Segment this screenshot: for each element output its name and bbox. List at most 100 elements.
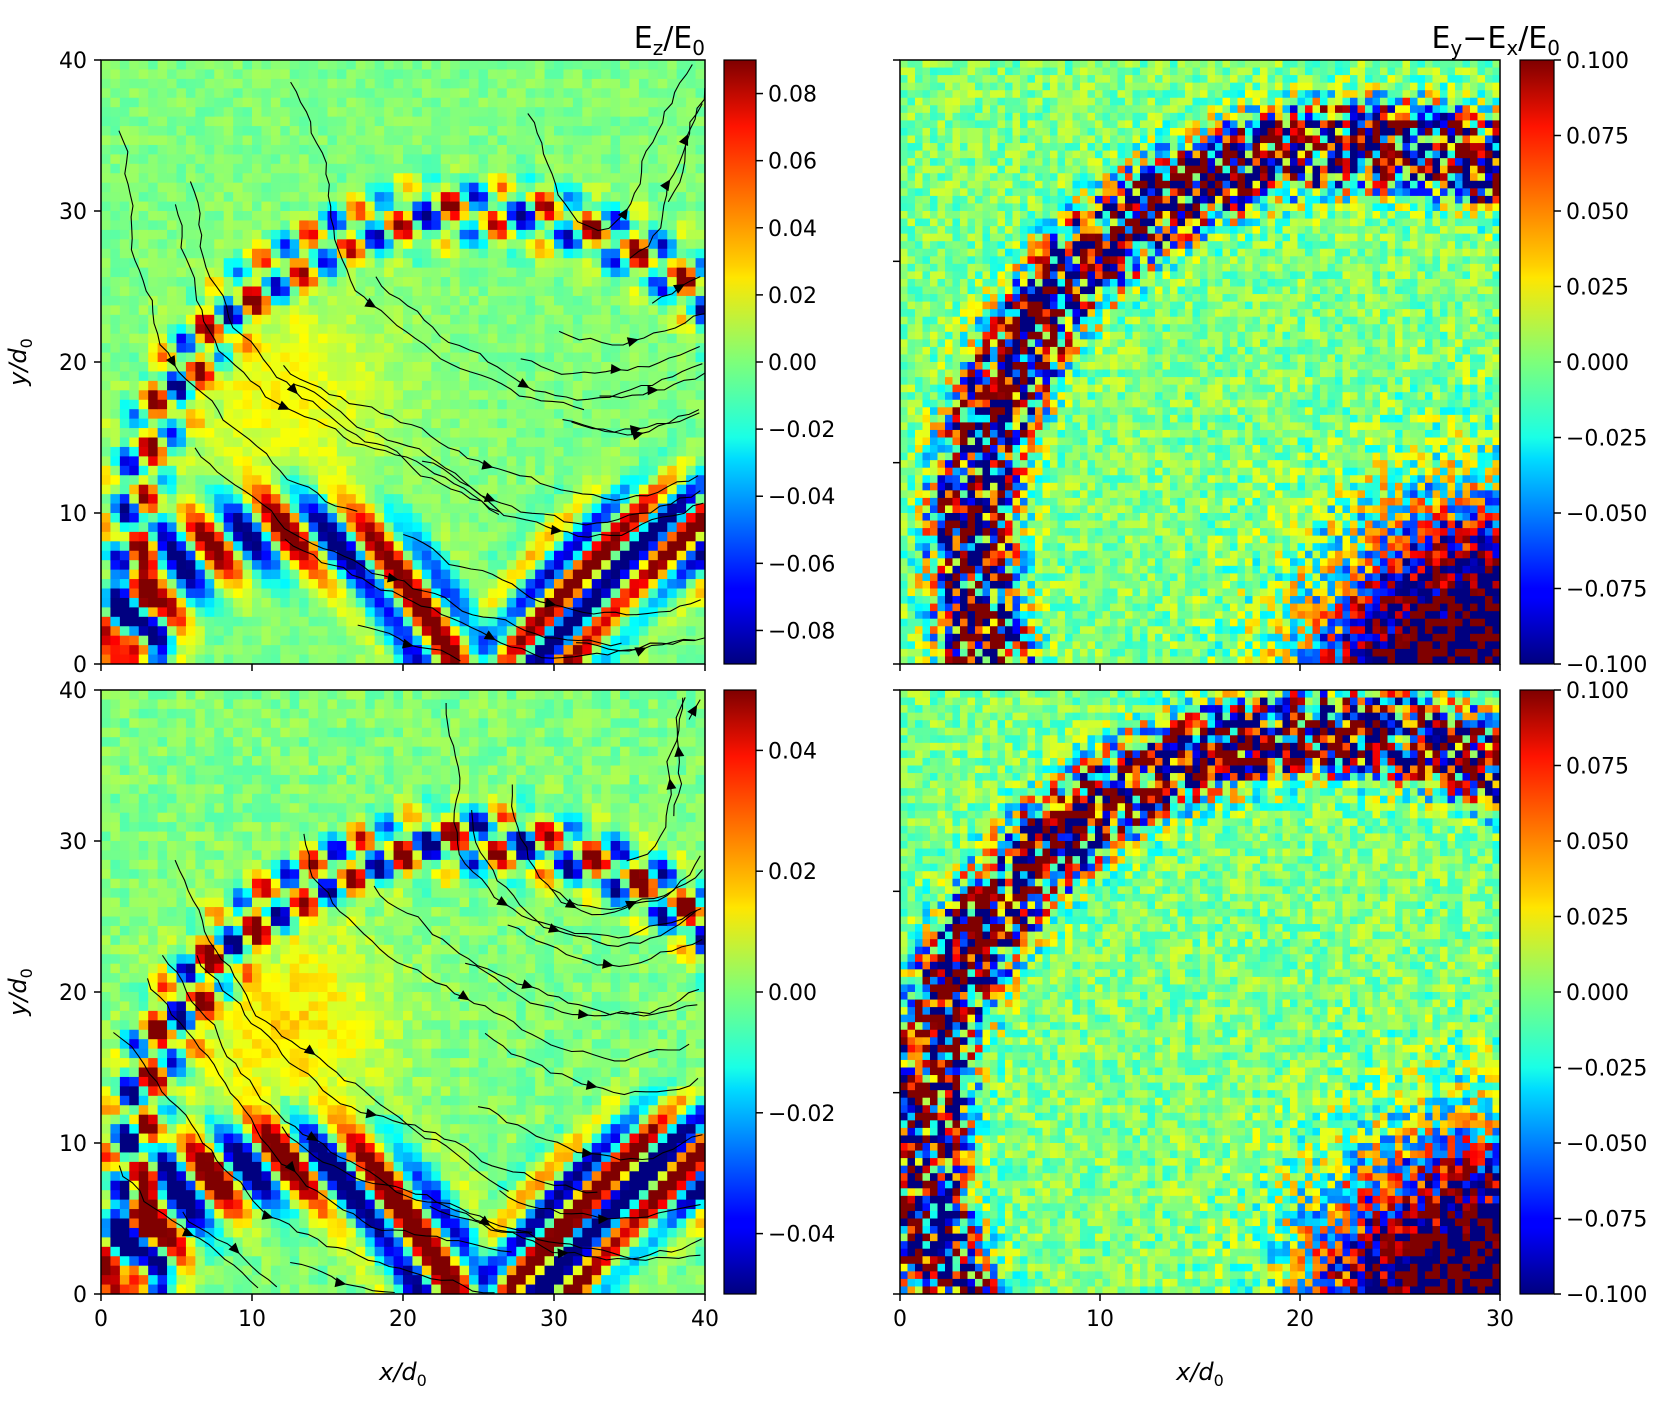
- heatmap-cell: [384, 314, 395, 325]
- heatmap-cell: [346, 428, 357, 439]
- heatmap-cell: [900, 150, 909, 159]
- heatmap-cell: [252, 635, 263, 646]
- heatmap-cell: [907, 309, 916, 318]
- heatmap-cell: [374, 97, 385, 108]
- heatmap-cell: [214, 456, 225, 467]
- heatmap-cell: [554, 409, 565, 420]
- heatmap-cell: [478, 258, 489, 269]
- heatmap-cell: [459, 88, 470, 99]
- heatmap-cell: [270, 239, 281, 250]
- heatmap-cell: [478, 362, 489, 373]
- heatmap-cell: [554, 550, 565, 561]
- heatmap-cell: [516, 248, 527, 259]
- heatmap-cell: [280, 267, 291, 278]
- heatmap-cell: [346, 69, 357, 80]
- heatmap-cell: [412, 579, 423, 590]
- heatmap-cell: [487, 182, 498, 193]
- heatmap-cell: [252, 626, 263, 637]
- heatmap-cell: [907, 596, 916, 605]
- heatmap-cell: [167, 211, 178, 222]
- heatmap-cell: [544, 560, 555, 571]
- heatmap-cell: [591, 333, 602, 344]
- heatmap-cell: [167, 135, 178, 146]
- heatmap-cell: [185, 352, 196, 363]
- heatmap-cell: [907, 354, 916, 363]
- heatmap-cell: [930, 301, 939, 310]
- heatmap-cell: [469, 588, 480, 599]
- heatmap-cell: [478, 267, 489, 278]
- heatmap-cell: [554, 475, 565, 486]
- heatmap-cell: [907, 294, 916, 303]
- heatmap-cell: [686, 607, 697, 618]
- heatmap-cell: [657, 597, 668, 608]
- heatmap-cell: [686, 418, 697, 429]
- heatmap-cell: [119, 78, 130, 89]
- heatmap-cell: [233, 513, 244, 524]
- heatmap-cell: [915, 641, 924, 650]
- heatmap-cell: [318, 97, 329, 108]
- heatmap-cell: [459, 522, 470, 533]
- heatmap-cell: [945, 278, 954, 288]
- heatmap-cell: [922, 90, 931, 99]
- heatmap-cell: [204, 144, 215, 155]
- heatmap-cell: [967, 75, 976, 84]
- heatmap-cell: [945, 497, 954, 507]
- heatmap-cell: [138, 352, 149, 363]
- heatmap-cell: [900, 422, 909, 431]
- heatmap-cell: [129, 541, 140, 552]
- heatmap-cell: [915, 656, 924, 664]
- heatmap-cell: [355, 380, 366, 391]
- heatmap-cell: [629, 135, 640, 146]
- heatmap-cell: [591, 305, 602, 316]
- heatmap-cell: [195, 88, 206, 99]
- heatmap-cell: [204, 597, 215, 608]
- heatmap-cell: [374, 465, 385, 476]
- heatmap-cell: [572, 390, 583, 401]
- heatmap-cell: [582, 248, 593, 259]
- heatmap-cell: [572, 569, 583, 580]
- heatmap-cell: [252, 182, 263, 193]
- heatmap-cell: [185, 635, 196, 646]
- heatmap-cell: [223, 144, 234, 155]
- heatmap-cell: [138, 409, 149, 420]
- heatmap-cell: [119, 201, 130, 212]
- heatmap-cell: [346, 229, 357, 240]
- heatmap-cell: [431, 173, 442, 184]
- heatmap-cell: [365, 97, 376, 108]
- heatmap-cell: [638, 324, 649, 335]
- heatmap-cell: [204, 635, 215, 646]
- heatmap-cell: [686, 144, 697, 155]
- heatmap-cell: [922, 482, 931, 491]
- heatmap-cell: [629, 192, 640, 203]
- heatmap-cell: [544, 475, 555, 486]
- heatmap-cell: [355, 239, 366, 250]
- heatmap-cell: [960, 233, 969, 242]
- heatmap-cell: [572, 626, 583, 637]
- heatmap-cell: [176, 135, 187, 146]
- heatmap-cell: [922, 195, 931, 205]
- heatmap-cell: [478, 390, 489, 401]
- heatmap-cell: [176, 154, 187, 165]
- heatmap-cell: [975, 226, 984, 235]
- heatmap-cell: [686, 135, 697, 146]
- heatmap-cell: [900, 271, 909, 280]
- heatmap-cell: [157, 560, 168, 571]
- heatmap-cell: [629, 626, 640, 637]
- heatmap-cell: [223, 277, 234, 288]
- heatmap-cell: [686, 277, 697, 288]
- heatmap-cell: [544, 239, 555, 250]
- heatmap-cell: [582, 324, 593, 335]
- heatmap-cell: [638, 446, 649, 457]
- heatmap-cell: [478, 229, 489, 240]
- heatmap-cell: [421, 277, 432, 288]
- heatmap-cell: [167, 399, 178, 410]
- heatmap-cell: [967, 331, 976, 340]
- heatmap-cell: [308, 220, 319, 231]
- heatmap-cell: [138, 314, 149, 325]
- heatmap-cell: [937, 573, 946, 582]
- heatmap-cell: [563, 239, 574, 250]
- heatmap-cell: [148, 69, 159, 80]
- heatmap-cell: [982, 82, 991, 91]
- heatmap-cell: [967, 143, 976, 152]
- heatmap-cell: [695, 229, 705, 240]
